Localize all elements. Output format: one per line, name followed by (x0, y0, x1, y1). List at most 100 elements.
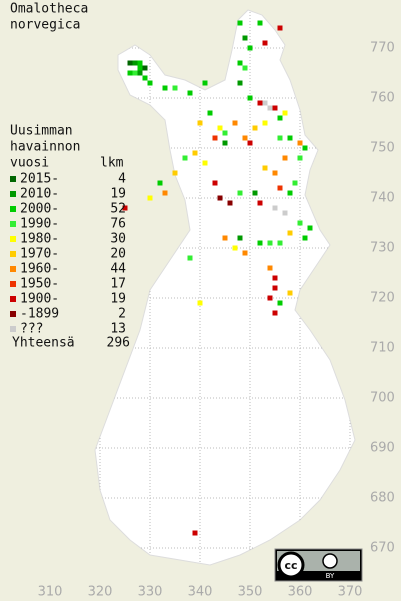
grid-cell (217, 195, 223, 201)
legend-label: 2000- (20, 202, 59, 217)
legend-count-header: lkm (100, 156, 124, 171)
grid-cell (292, 180, 298, 186)
grid-cell (247, 45, 253, 51)
legend-label: ??? (20, 322, 43, 337)
grid-cell (222, 130, 228, 136)
grid-cell (282, 210, 288, 216)
legend-count: 52 (110, 202, 126, 217)
grid-cell (217, 125, 223, 131)
legend-label: 1900- (20, 292, 59, 307)
grid-cell (277, 240, 283, 246)
legend-swatch (10, 281, 16, 287)
grid-cell (242, 35, 248, 41)
grid-cell (227, 200, 233, 206)
grid-cell (172, 170, 178, 176)
title: Omalotheca (10, 2, 88, 17)
grid-cell (132, 60, 138, 66)
grid-cell (242, 250, 248, 256)
legend-label: -1899 (20, 307, 59, 322)
y-tick-label: 710 (370, 341, 395, 356)
grid-cell (187, 90, 193, 96)
legend-count: 20 (110, 247, 126, 262)
legend-count: 19 (110, 292, 126, 307)
grid-cell (132, 70, 138, 76)
grid-cell (187, 255, 193, 261)
grid-cell (277, 25, 283, 31)
grid-cell (252, 125, 258, 131)
legend-swatch (10, 236, 16, 242)
grid-cell (242, 65, 248, 71)
grid-cell (287, 135, 293, 141)
legend-label: 1970- (20, 247, 59, 262)
grid-cell (257, 240, 263, 246)
legend-swatch (10, 326, 16, 332)
legend-label: 1950- (20, 277, 59, 292)
grid-cell (257, 200, 263, 206)
legend-title: havainnon (10, 140, 80, 155)
legend-title: Uusimman (10, 124, 73, 139)
grid-cell (297, 220, 303, 226)
grid-cell (222, 235, 228, 241)
legend-count: 19 (110, 187, 126, 202)
legend-swatch (10, 296, 16, 302)
grid-cell (197, 120, 203, 126)
y-tick-label: 770 (370, 41, 395, 56)
y-tick-label: 730 (370, 241, 395, 256)
grid-cell (272, 205, 278, 211)
legend-label: 2010- (20, 187, 59, 202)
grid-cell (192, 530, 198, 536)
grid-cell (147, 80, 153, 86)
grid-cell (197, 300, 203, 306)
legend-swatch (10, 176, 16, 182)
grid-cell (272, 275, 278, 281)
grid-cell (277, 300, 283, 306)
grid-cell (202, 160, 208, 166)
x-tick-label: 330 (138, 585, 163, 600)
grid-cell (262, 100, 268, 106)
legend-swatch (10, 251, 16, 257)
grid-cell (182, 155, 188, 161)
x-tick-label: 370 (338, 585, 363, 600)
grid-cell (237, 60, 243, 66)
legend-count: 30 (110, 232, 126, 247)
by-icon (322, 553, 338, 569)
grid-cell (302, 235, 308, 241)
legend-label: 1980- (20, 232, 59, 247)
grid-cell (287, 190, 293, 196)
grid-cell (237, 20, 243, 26)
grid-cell (262, 165, 268, 171)
grid-cell (237, 80, 243, 86)
grid-cell (212, 135, 218, 141)
legend-swatch (10, 191, 16, 197)
legend-swatch (10, 221, 16, 227)
grid-cell (267, 295, 273, 301)
grid-cell (237, 235, 243, 241)
legend-label: 1960- (20, 262, 59, 277)
country-outline (94, 9, 356, 566)
grid-cell (127, 60, 133, 66)
grid-cell (297, 155, 303, 161)
grid-cell (267, 265, 273, 271)
y-tick-label: 670 (370, 541, 395, 556)
grid-cell (272, 170, 278, 176)
grid-cell (282, 110, 288, 116)
cells (122, 20, 313, 536)
grid-cell (137, 70, 143, 76)
x-tick-label: 350 (238, 585, 263, 600)
grid-cell (142, 65, 148, 71)
y-tick-label: 750 (370, 141, 395, 156)
grid-cell (277, 115, 283, 121)
grid-cell (122, 205, 128, 211)
y-tick-label: 690 (370, 441, 395, 456)
grid-cell (277, 185, 283, 191)
legend-total-label: Yhteensä (12, 336, 75, 351)
grid-cell (282, 155, 288, 161)
legend-count: 17 (110, 277, 126, 292)
grid-cell (202, 80, 208, 86)
legend-swatch (10, 266, 16, 272)
grid-cell (272, 285, 278, 291)
legend-label: 2015- (20, 172, 59, 187)
grid-cell (272, 105, 278, 111)
grid-cell (222, 140, 228, 146)
